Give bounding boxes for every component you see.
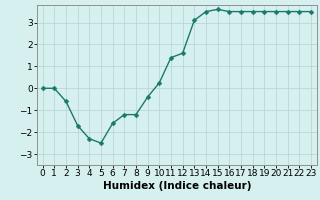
X-axis label: Humidex (Indice chaleur): Humidex (Indice chaleur)	[102, 181, 251, 191]
